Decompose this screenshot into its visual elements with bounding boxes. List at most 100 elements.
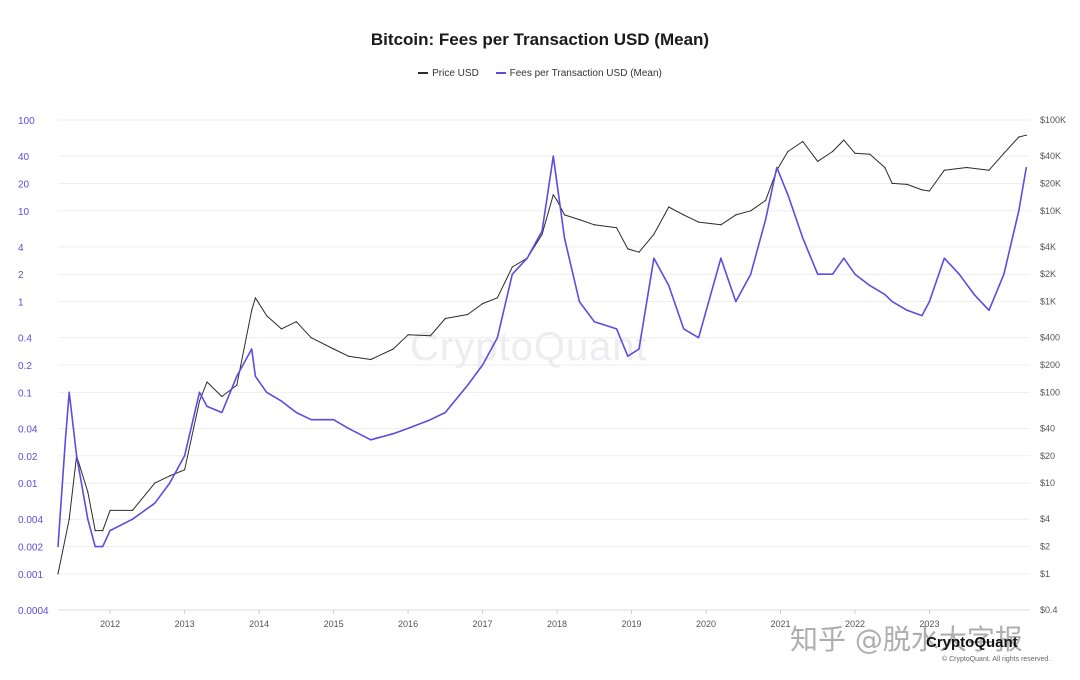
y-right-tick-label: $100 xyxy=(1040,387,1060,397)
price-data-point xyxy=(854,152,856,154)
legend-item-fees[interactable]: Fees per Transaction USD (Mean) xyxy=(495,67,662,79)
fees-data-point xyxy=(526,257,528,259)
fees-data-point xyxy=(87,518,89,520)
legend-swatch-fees xyxy=(495,72,506,74)
fees-data-point xyxy=(832,273,834,275)
x-tick-label: 2014 xyxy=(249,619,269,629)
x-tick-label: 2016 xyxy=(398,619,418,629)
y-left-tick-label: 0.02 xyxy=(18,452,38,463)
price-data-point xyxy=(511,266,513,268)
y-right-tick-label: $1 xyxy=(1040,569,1050,579)
y-left-tick-label: 0.2 xyxy=(18,361,32,372)
watermark: CryptoQuant xyxy=(410,325,648,369)
y-left-tick-label: 0.04 xyxy=(18,424,38,435)
fees-data-point xyxy=(653,257,655,259)
fees-data-point xyxy=(429,419,431,421)
fees-data-point xyxy=(638,348,640,350)
price-data-point xyxy=(206,381,208,383)
fees-data-point xyxy=(973,293,975,295)
fees-data-point xyxy=(921,315,923,317)
fees-data-point xyxy=(295,411,297,414)
legend-swatch-price xyxy=(418,72,429,74)
price-data-point xyxy=(1025,134,1027,136)
price-series-line xyxy=(57,134,1027,575)
fees-data-point xyxy=(482,364,484,366)
y-left-tick-label: 0.1 xyxy=(18,388,32,399)
x-tick-label: 2022 xyxy=(845,619,865,629)
x-tick-label: 2020 xyxy=(696,619,716,629)
y-right-tick-label: $2 xyxy=(1040,542,1050,552)
fees-data-point xyxy=(683,328,685,330)
fees-data-point xyxy=(392,433,394,435)
price-data-point xyxy=(68,518,70,520)
price-data-point xyxy=(869,153,871,155)
y-left-tick-label: 2 xyxy=(18,270,24,281)
price-data-point xyxy=(541,233,543,235)
y-left-tick-label: 0.001 xyxy=(18,570,43,581)
price-data-point xyxy=(154,482,156,484)
fees-data-point xyxy=(236,375,238,377)
y-right-tick-label: $20K xyxy=(1040,178,1061,188)
price-data-point xyxy=(556,199,558,201)
price-data-point xyxy=(429,335,431,337)
x-tick-label: 2019 xyxy=(622,619,642,629)
y-right-tick-label: $40 xyxy=(1040,423,1055,433)
price-data-point xyxy=(891,182,893,184)
price-data-point xyxy=(169,475,171,477)
legend-label-fees: Fees per Transaction USD (Mean) xyxy=(509,67,662,79)
fees-data-point xyxy=(102,546,104,548)
price-data-point xyxy=(627,248,629,250)
x-tick-label: 2012 xyxy=(100,619,120,629)
price-data-point xyxy=(787,150,789,153)
legend-label-price: Price USD xyxy=(432,67,479,79)
fees-data-point xyxy=(735,301,737,303)
y-right-tick-label: $2K xyxy=(1040,269,1056,279)
price-data-point xyxy=(683,214,685,216)
price-data-point xyxy=(638,251,640,253)
price-data-point xyxy=(94,530,96,532)
fees-data-point xyxy=(310,419,312,421)
fees-data-point xyxy=(333,419,335,421)
y-right-tick-label: $1K xyxy=(1040,297,1056,307)
fees-data-point xyxy=(943,257,945,259)
legend-item-price[interactable]: Price USD xyxy=(418,68,479,79)
fees-data-point xyxy=(254,375,256,377)
y-left-tick-label: 1 xyxy=(18,298,24,309)
price-data-point xyxy=(1018,136,1020,138)
fees-data-point xyxy=(206,405,208,407)
y-right-tick-label: $100K xyxy=(1040,115,1066,125)
y-right-tick-label: $10 xyxy=(1040,478,1055,488)
copyright-text: © CryptoQuant. All rights reserved. xyxy=(942,656,1051,663)
price-data-point xyxy=(802,140,804,143)
fees-data-point xyxy=(511,273,513,275)
price-data-point xyxy=(496,297,498,299)
price-data-point xyxy=(563,214,566,216)
fees-data-point xyxy=(467,384,469,386)
price-data-point xyxy=(347,355,350,357)
price-data-point xyxy=(310,337,312,339)
fees-data-point xyxy=(496,337,498,339)
fees-data-point xyxy=(184,455,186,457)
price-data-point xyxy=(87,491,89,493)
price-data-point xyxy=(184,469,186,471)
fees-data-point xyxy=(94,546,96,548)
fees-data-point xyxy=(444,411,446,414)
price-data-point xyxy=(943,169,945,171)
fees-data-point xyxy=(843,257,845,259)
y-left-tick-label: 0.01 xyxy=(18,479,38,490)
fees-data-point xyxy=(251,348,253,350)
y-left-tick-label: 0.4 xyxy=(18,334,32,345)
fees-data-point xyxy=(627,355,629,357)
fees-data-point xyxy=(578,301,581,303)
price-data-point xyxy=(236,384,238,386)
fees-data-point xyxy=(928,301,931,303)
fees-data-point xyxy=(787,194,789,196)
price-data-point xyxy=(817,160,819,162)
fees-series-line xyxy=(57,155,1028,548)
fees-data-point xyxy=(698,337,700,339)
fees-data-point xyxy=(1025,166,1027,169)
x-tick-label: 2015 xyxy=(324,619,344,629)
y-left-tick-label: 10 xyxy=(18,207,30,218)
price-data-point xyxy=(407,334,409,336)
